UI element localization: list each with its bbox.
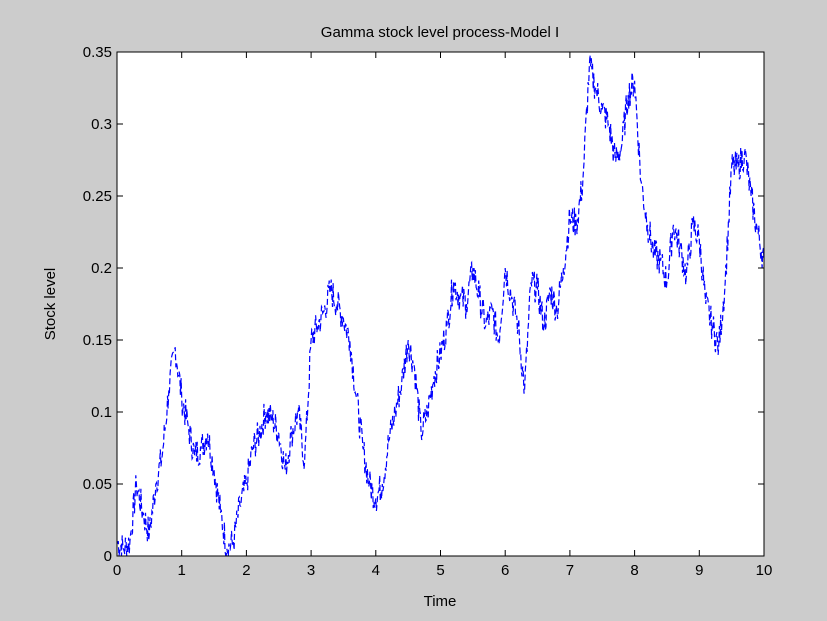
- y-tick-label: 0.25: [83, 188, 112, 205]
- y-tick-label: 0.2: [91, 260, 112, 277]
- x-tick-label: 2: [242, 562, 250, 579]
- axes-background: [117, 52, 764, 556]
- y-tick-label: 0.35: [83, 44, 112, 61]
- y-axis-label: Stock level: [42, 268, 59, 341]
- axes-frame: [116, 51, 765, 557]
- y-tick-label: 0.15: [83, 332, 112, 349]
- x-tick-label: 9: [695, 562, 703, 579]
- y-tick-label: 0: [104, 548, 112, 565]
- x-tick-label: 4: [372, 562, 380, 579]
- x-tick-label: 7: [566, 562, 574, 579]
- x-tick-label: 3: [307, 562, 315, 579]
- chart-title: Gamma stock level process-Model I: [321, 24, 559, 41]
- axis-ticks: 0 1 2 3 4 5 6 7 8 9 10 0 0.05 0.1 0.15 0.2 0.25 0.3 0.35: [83, 44, 773, 579]
- data-series-line: [116, 54, 765, 557]
- y-tick-label: 0.1: [91, 404, 112, 421]
- x-tick-label: 5: [436, 562, 444, 579]
- y-tick-label: 0.3: [91, 116, 112, 133]
- x-tick-label: 8: [630, 562, 638, 579]
- x-tick-label: 10: [756, 562, 773, 579]
- x-axis-label: Time: [424, 593, 457, 610]
- y-tick-label: 0.05: [83, 476, 112, 493]
- x-tick-label: 1: [178, 562, 186, 579]
- x-tick-label: 0: [113, 562, 121, 579]
- plot-area: [116, 54, 765, 557]
- x-tick-label: 6: [501, 562, 509, 579]
